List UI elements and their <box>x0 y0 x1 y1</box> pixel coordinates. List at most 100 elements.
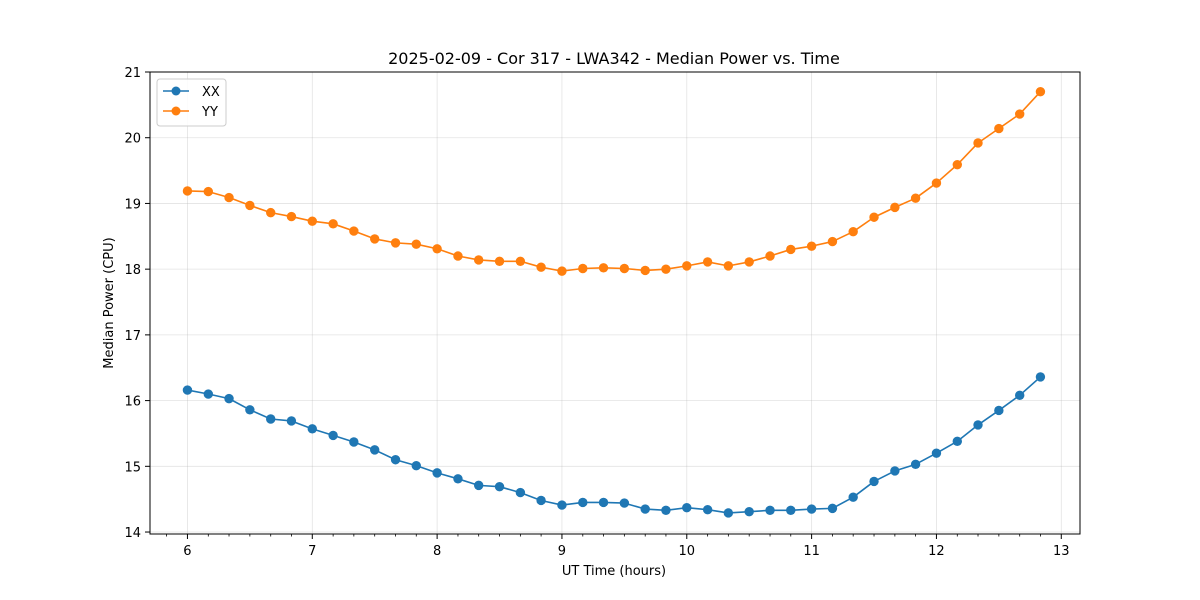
data-point-yy <box>765 251 775 261</box>
data-point-yy <box>682 261 692 271</box>
data-point-xx <box>661 505 671 516</box>
data-point-yy <box>515 256 526 266</box>
data-point-xx <box>307 424 317 434</box>
y-tick-label: 20 <box>124 132 141 147</box>
data-point-xx <box>432 468 442 478</box>
data-point-yy <box>369 234 380 244</box>
data-point-yy <box>536 262 546 272</box>
ticks: 6 7 8 9 10 11 12 13 14 15 16 17 18 19 20 21 <box>124 66 1069 559</box>
data-point-yy <box>640 265 650 276</box>
y-axis-label: Median Power (CPU) <box>102 237 117 368</box>
data-point-yy <box>848 226 858 237</box>
grid <box>150 71 1080 534</box>
chart-title: 2025-02-09 - Cor 317 - LWA342 - Median P… <box>388 49 840 68</box>
data-point-yy <box>245 200 255 211</box>
data-point-yy <box>661 264 671 274</box>
legend-marker-yy <box>171 106 181 116</box>
data-point-yy <box>786 244 796 255</box>
data-point-xx <box>224 393 234 404</box>
data-point-xx <box>349 437 359 447</box>
data-point-yy <box>723 261 734 271</box>
data-point-yy <box>952 159 962 170</box>
data-point-xx <box>973 420 983 430</box>
data-point-xx <box>245 405 255 415</box>
data-point-xx <box>952 436 962 447</box>
data-point-yy <box>598 263 609 273</box>
data-point-xx <box>266 414 276 424</box>
data-point-yy <box>1035 87 1046 97</box>
x-tick-label: 13 <box>1053 544 1070 559</box>
data-point-yy <box>411 239 421 249</box>
data-point-yy <box>910 193 921 203</box>
data-point-xx <box>786 505 796 516</box>
data-point-yy <box>994 123 1004 134</box>
data-point-xx <box>369 445 380 455</box>
y-tick-label: 19 <box>124 197 141 212</box>
x-tick-label: 9 <box>558 544 566 559</box>
legend-marker-xx <box>171 86 181 96</box>
plot-frame <box>149 71 1081 535</box>
data-point-yy <box>349 226 359 236</box>
data-point-xx <box>328 430 338 441</box>
data-point-xx <box>453 474 463 484</box>
data-point-xx <box>286 416 297 426</box>
y-tick-label: 16 <box>124 395 141 410</box>
y-tick-label: 14 <box>124 526 141 541</box>
data-point-xx <box>557 500 567 510</box>
legend-label-yy: YY <box>201 105 218 120</box>
y-tick-label: 18 <box>124 263 141 278</box>
data-point-yy <box>557 266 567 276</box>
y-tick-label: 21 <box>124 66 141 81</box>
data-point-yy <box>432 244 442 254</box>
data-point-xx <box>702 504 713 515</box>
data-point-xx <box>494 481 505 492</box>
data-point-yy <box>827 236 838 247</box>
data-point-xx <box>619 498 630 508</box>
data-point-xx <box>682 503 692 513</box>
data-point-yy <box>182 186 193 196</box>
data-point-yy <box>744 257 754 267</box>
data-point-xx <box>806 504 817 514</box>
x-tick-label: 11 <box>803 544 820 559</box>
data-point-xx <box>598 497 609 508</box>
data-point-yy <box>619 263 630 274</box>
data-point-xx <box>390 455 401 465</box>
data-point-yy <box>473 255 484 265</box>
series-layer <box>182 87 1046 518</box>
y-tick-label: 15 <box>124 460 141 475</box>
x-tick-label: 8 <box>433 544 441 559</box>
data-point-yy <box>203 186 213 197</box>
x-tick-label: 7 <box>308 544 316 559</box>
y-tick-label: 17 <box>124 329 141 344</box>
data-point-yy <box>702 257 713 267</box>
data-point-yy <box>806 241 817 251</box>
x-tick-label: 12 <box>928 544 945 559</box>
data-point-yy <box>224 192 234 203</box>
data-point-xx <box>827 503 838 514</box>
data-point-yy <box>286 211 297 222</box>
data-point-xx <box>744 506 754 517</box>
data-point-xx <box>723 508 734 518</box>
data-point-xx <box>473 480 484 491</box>
data-point-yy <box>578 263 588 274</box>
data-point-xx <box>890 466 900 476</box>
data-point-yy <box>307 216 317 226</box>
legend: XX YY <box>156 78 227 127</box>
data-point-xx <box>203 389 213 399</box>
data-point-xx <box>578 497 588 508</box>
data-point-xx <box>910 459 921 470</box>
data-point-xx <box>1035 372 1046 382</box>
x-axis-label: UT Time (hours) <box>562 564 666 579</box>
data-point-yy <box>931 178 942 188</box>
data-point-yy <box>390 238 401 248</box>
data-point-xx <box>765 505 775 516</box>
data-point-xx <box>411 460 421 471</box>
data-point-xx <box>1015 390 1025 401</box>
data-point-yy <box>890 202 900 213</box>
x-tick-label: 10 <box>679 544 696 559</box>
data-point-xx <box>848 492 858 502</box>
data-point-xx <box>869 476 879 487</box>
data-point-xx <box>182 385 193 395</box>
data-point-yy <box>494 256 505 266</box>
